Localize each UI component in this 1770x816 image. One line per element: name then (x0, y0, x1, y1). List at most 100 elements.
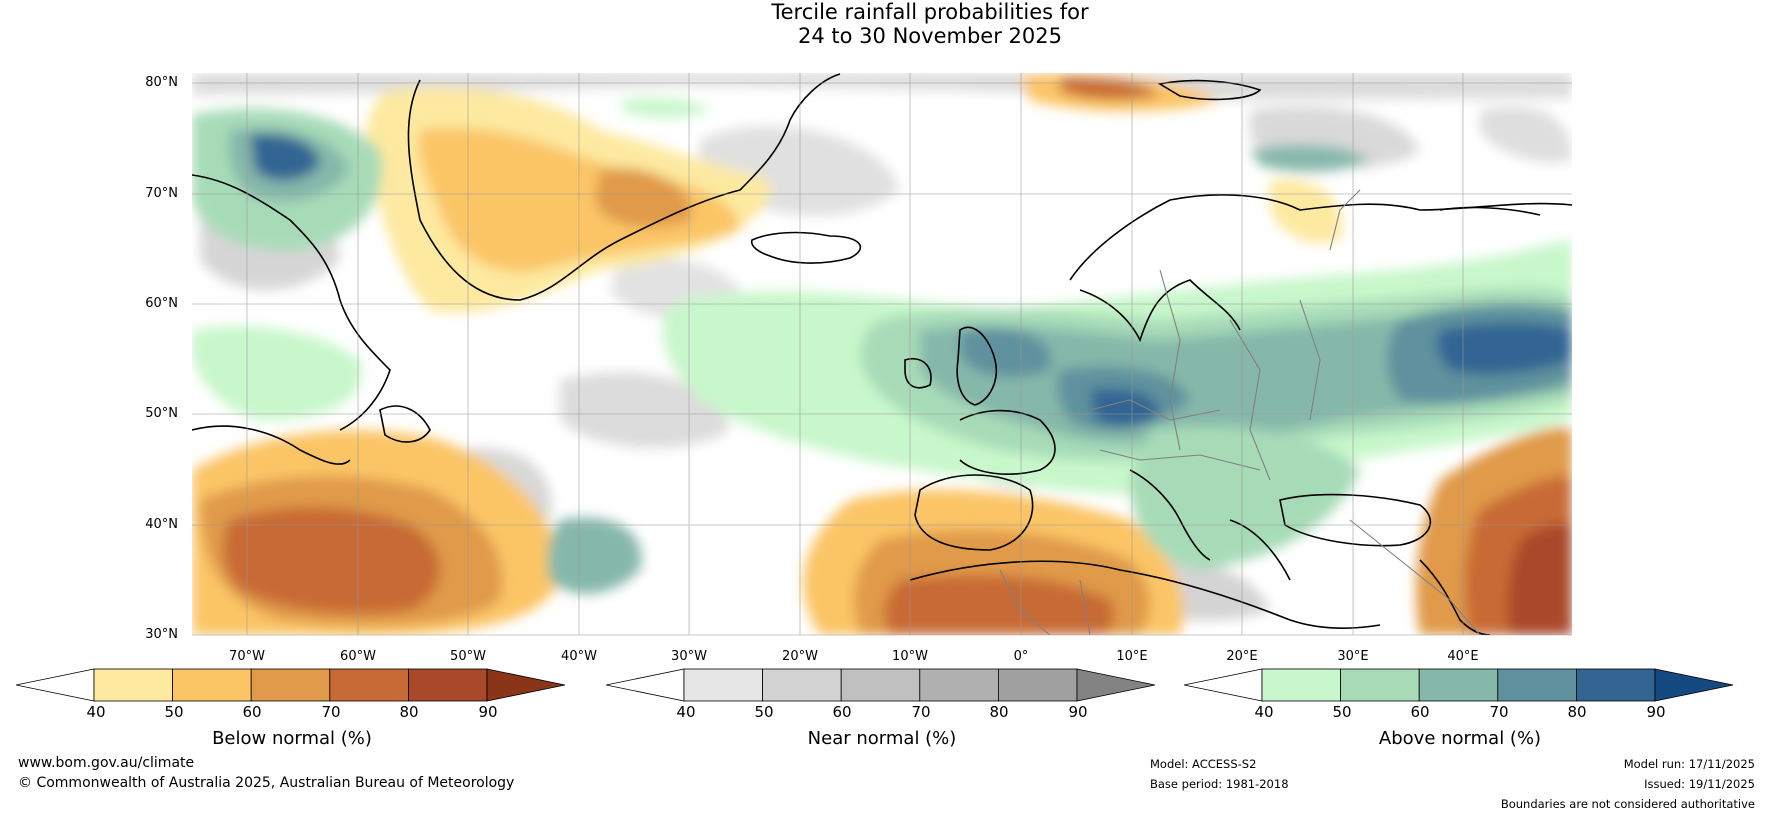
border-line (1349, 519, 1481, 635)
border-line (1079, 579, 1091, 635)
cbar-tick: 40 (676, 703, 696, 721)
cbar-tick: 90 (1646, 703, 1666, 721)
british-isles-coast (956, 326, 997, 406)
coastlines (192, 73, 1572, 635)
lon-label-10e: 10°E (1116, 649, 1148, 664)
colorbar-above-label: Above normal (%) (1378, 728, 1542, 749)
cbar-tick: 50 (754, 703, 774, 721)
colorbar-segment (1261, 668, 1341, 702)
baltic-coast (1079, 279, 1241, 343)
cbar-tick: 60 (242, 703, 262, 721)
lon-label-30e: 30°E (1337, 649, 1369, 664)
cbar-tick: 80 (989, 703, 1009, 721)
lat-label-30n: 30°N (145, 627, 178, 642)
greenland-coast (407, 73, 841, 301)
colorbar-segment (172, 668, 252, 702)
kola-coast (1439, 206, 1541, 216)
colorbar-extension-low (16, 668, 95, 702)
border-line (1299, 299, 1321, 421)
lat-label-80n: 80°N (145, 75, 178, 90)
levant-coast (1419, 559, 1491, 635)
website-link[interactable]: www.bom.gov.au/climate (18, 755, 195, 771)
colorbar-segment (250, 668, 331, 702)
lon-label-70w: 70°W (229, 649, 265, 664)
colorbar-segment (1418, 668, 1499, 702)
model-name: Model: ACCESS-S2 (1150, 757, 1257, 771)
lon-label-20w: 20°W (782, 649, 818, 664)
lon-label-30w: 30°W (671, 649, 707, 664)
cbar-tick: 40 (86, 703, 106, 721)
gridlines (192, 73, 1572, 636)
lat-label-50n: 50°N (145, 406, 178, 421)
cbar-tick: 60 (832, 703, 852, 721)
colorbar-segment (407, 668, 488, 702)
colorbar-segment (683, 668, 763, 702)
cbar-tick: 80 (399, 703, 419, 721)
iceland-coast (750, 231, 862, 264)
colorbar-extension-high (1076, 668, 1156, 702)
copyright-text: © Commonwealth of Australia 2025, Austra… (18, 775, 515, 791)
border-line (1089, 399, 1221, 421)
ireland-coast (904, 358, 932, 389)
colorbar-extension-low (1184, 668, 1263, 702)
colorbar-segment (93, 668, 173, 702)
chart-title: Tercile rainfall probabilities for 24 to… (0, 0, 1770, 48)
greece-coast (1229, 519, 1291, 581)
lat-label-60n: 60°N (145, 296, 178, 311)
lat-label-70n: 70°N (145, 186, 178, 201)
labrador-coast (192, 174, 391, 431)
lon-label-40w: 40°W (561, 649, 597, 664)
issued-date: Issued: 19/11/2025 (1644, 777, 1755, 791)
disclaimer: Boundaries are not considered authoritat… (1500, 797, 1755, 811)
cbar-tick: 90 (478, 703, 498, 721)
colorbar-below-label: Below normal (%) (212, 728, 372, 749)
title-line-2: 24 to 30 November 2025 (798, 24, 1062, 48)
lat-label-40n: 40°N (145, 517, 178, 532)
lon-label-0: 0° (1013, 649, 1029, 664)
colorbar-extension-high (1654, 668, 1734, 702)
italy-coast (1129, 469, 1211, 561)
border-line (999, 569, 1051, 635)
title-line-1: Tercile rainfall probabilities for (771, 0, 1089, 24)
colorbar-segment (1340, 668, 1420, 702)
colorbar-segment (1497, 668, 1577, 702)
lon-label-40e: 40°E (1447, 649, 1479, 664)
cbar-tick: 40 (1254, 703, 1274, 721)
cbar-tick: 80 (1567, 703, 1587, 721)
cbar-tick: 90 (1068, 703, 1088, 721)
cbar-tick: 50 (1332, 703, 1352, 721)
lon-label-60w: 60°W (340, 649, 376, 664)
colorbar-segment (762, 668, 842, 702)
cbar-tick: 50 (164, 703, 184, 721)
border-line (1229, 319, 1271, 481)
north-america-coast (192, 425, 351, 465)
border-line (1159, 269, 1181, 451)
colorbar-extension-high (486, 668, 566, 702)
colorbar-segment (919, 668, 999, 702)
cbar-tick: 70 (911, 703, 931, 721)
lon-label-20e: 20°E (1226, 649, 1258, 664)
colorbar-segment (840, 668, 921, 702)
colorbar-extension-low (606, 668, 685, 702)
border-line (1099, 449, 1261, 471)
lon-label-10w: 10°W (892, 649, 928, 664)
model-run-date: Model run: 17/11/2025 (1623, 757, 1755, 771)
colorbar-below (16, 668, 566, 702)
lon-label-50w: 50°W (450, 649, 486, 664)
iberia-coast (914, 474, 1034, 551)
cbar-tick: 60 (1410, 703, 1430, 721)
colorbar-segment (997, 668, 1078, 702)
country-borders (999, 189, 1481, 635)
base-period: Base period: 1981-2018 (1150, 777, 1289, 791)
colorbar-near-label: Near normal (%) (807, 728, 957, 749)
cbar-tick: 70 (321, 703, 341, 721)
black-sea-coast (1279, 493, 1432, 547)
colorbar-segment (329, 668, 409, 702)
svalbard-coast (1157, 79, 1262, 101)
north-africa-coast (909, 560, 1381, 630)
cbar-tick: 70 (1489, 703, 1509, 721)
colorbar-segment (1575, 668, 1656, 702)
colorbar-near (606, 668, 1156, 702)
france-coast (959, 409, 1056, 475)
